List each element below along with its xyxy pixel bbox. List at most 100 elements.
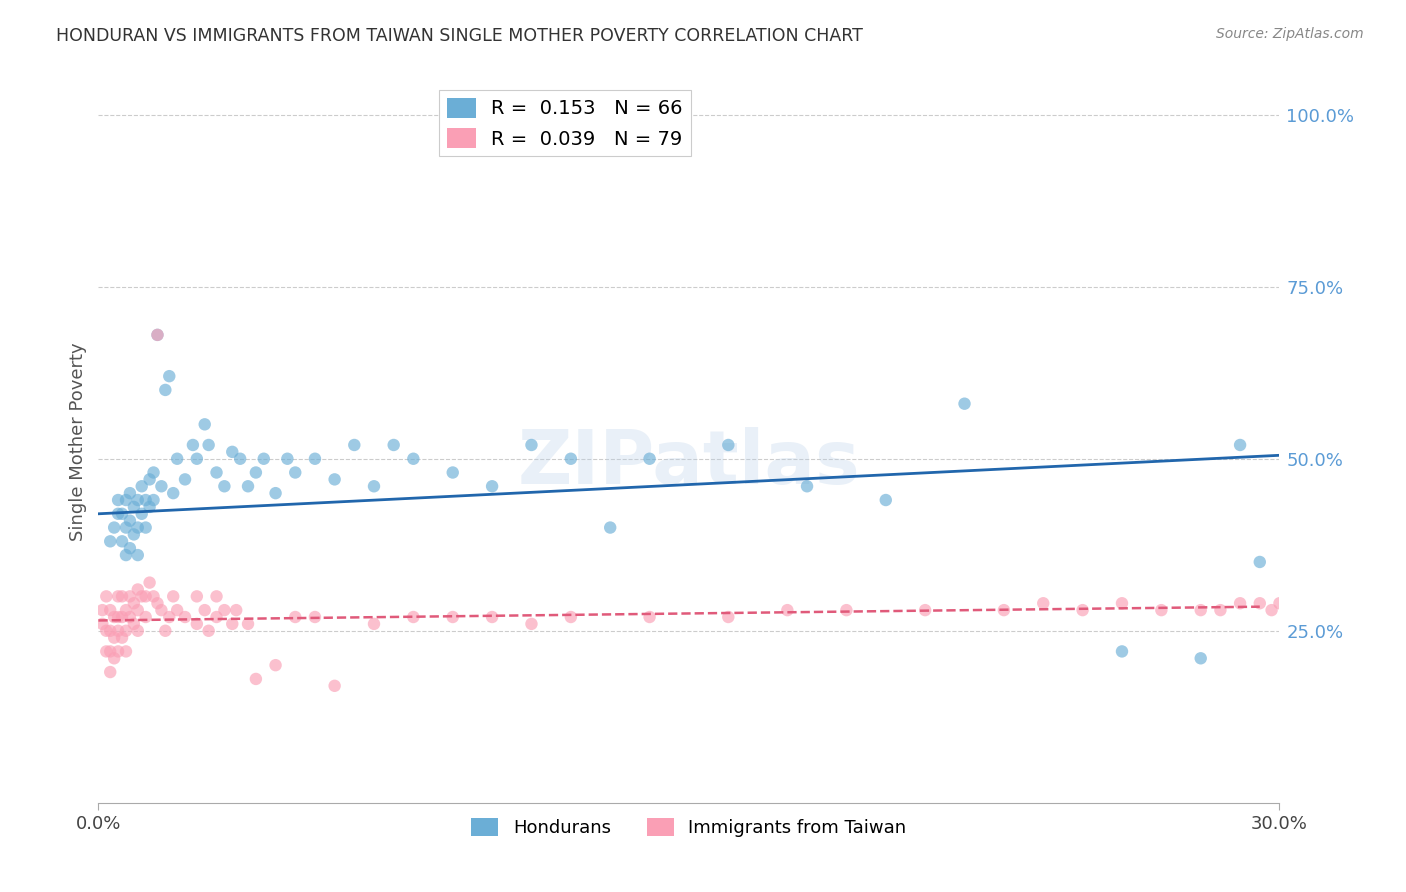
Point [1229, 596, 1251, 610]
Point [98, 644, 121, 658]
Point [155, 383, 177, 397]
Point [1032, 596, 1054, 610]
Point [131, 479, 153, 493]
Point [214, 603, 236, 617]
Point [1071, 603, 1094, 617]
Point [1268, 596, 1291, 610]
Point [1111, 596, 1133, 610]
Point [276, 451, 298, 466]
Point [127, 603, 149, 617]
Point [1209, 603, 1232, 617]
Point [103, 610, 125, 624]
Point [402, 451, 425, 466]
Point [107, 624, 129, 638]
Point [127, 624, 149, 638]
Point [131, 507, 153, 521]
Point [115, 520, 138, 534]
Point [142, 590, 165, 604]
Point [225, 603, 247, 617]
Point [284, 610, 307, 624]
Point [245, 466, 267, 480]
Point [98, 534, 121, 549]
Point [162, 590, 184, 604]
Point [107, 610, 129, 624]
Point [138, 575, 160, 590]
Point [98, 603, 121, 617]
Point [96, 590, 118, 604]
Point [157, 369, 180, 384]
Point [1260, 603, 1282, 617]
Point [776, 603, 799, 617]
Point [323, 679, 346, 693]
Point [103, 651, 125, 665]
Legend: Hondurans, Immigrants from Taiwan: Hondurans, Immigrants from Taiwan [464, 811, 914, 845]
Point [146, 327, 169, 342]
Y-axis label: Single Mother Poverty: Single Mother Poverty [69, 343, 87, 541]
Point [1229, 438, 1251, 452]
Point [122, 596, 145, 610]
Point [197, 438, 219, 452]
Point [111, 590, 134, 604]
Point [115, 644, 138, 658]
Point [135, 493, 157, 508]
Point [717, 610, 740, 624]
Point [304, 451, 326, 466]
Point [253, 451, 276, 466]
Point [284, 466, 307, 480]
Point [150, 479, 173, 493]
Point [135, 610, 157, 624]
Point [174, 610, 197, 624]
Point [599, 520, 621, 534]
Point [98, 665, 121, 679]
Text: HONDURAN VS IMMIGRANTS FROM TAIWAN SINGLE MOTHER POVERTY CORRELATION CHART: HONDURAN VS IMMIGRANTS FROM TAIWAN SINGL… [56, 27, 863, 45]
Point [150, 603, 173, 617]
Point [1150, 603, 1173, 617]
Point [520, 438, 543, 452]
Point [118, 514, 141, 528]
Point [127, 493, 149, 508]
Point [221, 445, 243, 459]
Point [363, 479, 385, 493]
Point [1189, 603, 1212, 617]
Point [155, 624, 177, 638]
Point [135, 590, 157, 604]
Point [181, 438, 204, 452]
Point [111, 631, 134, 645]
Point [118, 590, 141, 604]
Point [638, 451, 661, 466]
Point [214, 479, 236, 493]
Point [717, 438, 740, 452]
Point [107, 590, 129, 604]
Point [245, 672, 267, 686]
Point [107, 507, 129, 521]
Point [115, 603, 138, 617]
Text: ZIPatlas: ZIPatlas [517, 426, 860, 500]
Point [111, 610, 134, 624]
Point [875, 493, 897, 508]
Point [638, 610, 661, 624]
Point [138, 500, 160, 514]
Point [127, 582, 149, 597]
Point [1249, 555, 1271, 569]
Point [127, 520, 149, 534]
Point [560, 610, 582, 624]
Point [560, 451, 582, 466]
Point [162, 486, 184, 500]
Point [264, 486, 287, 500]
Point [115, 624, 138, 638]
Point [91, 603, 114, 617]
Point [481, 610, 503, 624]
Point [115, 548, 138, 562]
Point [205, 466, 228, 480]
Point [111, 534, 134, 549]
Point [146, 327, 169, 342]
Point [91, 616, 114, 631]
Point [103, 631, 125, 645]
Point [343, 438, 366, 452]
Point [205, 590, 228, 604]
Point [174, 472, 197, 486]
Point [205, 610, 228, 624]
Text: Source: ZipAtlas.com: Source: ZipAtlas.com [1216, 27, 1364, 41]
Point [107, 644, 129, 658]
Point [441, 466, 464, 480]
